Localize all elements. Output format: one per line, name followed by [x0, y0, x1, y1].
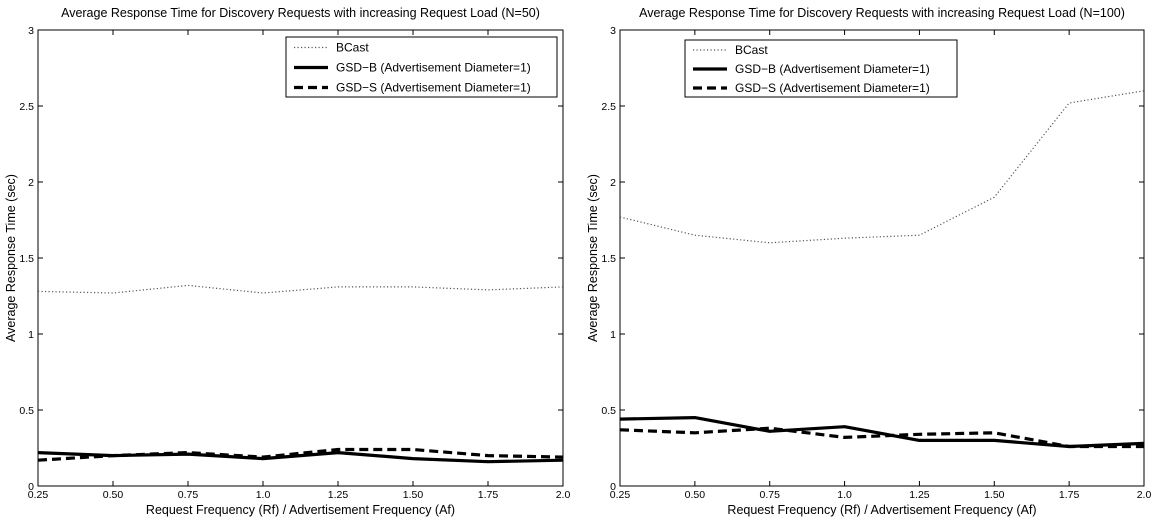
x-tick-label: 1.75	[478, 489, 499, 501]
y-tick-label: 2.5	[601, 101, 616, 113]
y-axis-label: Average Response Time (sec)	[586, 174, 600, 342]
series-line-dotted	[619, 90, 1145, 244]
y-tick-label: 2.5	[19, 101, 34, 113]
legend: BCast GSD−B (Advertisement Diameter=1) GSD…	[684, 39, 958, 98]
y-tick-label: 0	[28, 481, 34, 493]
y-tick-label: 1	[610, 329, 616, 341]
y-axis-label: Average Response Time (sec)	[4, 174, 18, 342]
y-tick-label: 2	[28, 177, 34, 189]
series-line-dashed	[37, 447, 564, 462]
x-axis-label: Request Frequency (Rf) / Advertisement F…	[727, 503, 1036, 517]
chart-n50: Average Response Time for Discovery Requ…	[4, 6, 571, 517]
x-tick-label: 1.0	[837, 489, 852, 501]
y-tick-label: 1.5	[19, 253, 34, 265]
chart-title: Average Response Time for Discovery Requ…	[61, 6, 540, 20]
x-tick-label: 0.50	[685, 489, 706, 501]
legend-frame	[684, 39, 958, 98]
series-line-dotted	[37, 284, 564, 294]
y-tick-label: 3	[28, 25, 34, 37]
x-tick-label: 0.50	[103, 489, 124, 501]
x-tick-label: 2.0	[556, 489, 571, 501]
legend-label: GSD−B (Advertisement Diameter=1)	[735, 62, 930, 76]
x-tick-label: 1.50	[984, 489, 1005, 501]
y-tick-label: 2	[610, 177, 616, 189]
legend-label: GSD−S (Advertisement Diameter=1)	[735, 81, 930, 95]
x-tick-label: 1.75	[1059, 489, 1080, 501]
y-tick-label: 0.5	[601, 405, 616, 417]
chart-n100: Average Response Time for Discovery Requ…	[586, 6, 1152, 517]
x-tick-label: 0.75	[178, 489, 199, 501]
series-line-dashed	[619, 426, 1144, 449]
legend-label: BCast	[336, 41, 369, 55]
chart-panel-left: Average Response Time for Discovery Requ…	[4, 6, 571, 517]
x-tick-label: 0.25	[610, 489, 631, 501]
legend-frame	[285, 36, 558, 98]
chart-title: Average Response Time for Discovery Requ…	[639, 6, 1125, 20]
plot-area-frame	[37, 29, 564, 487]
y-tick-label: 0.5	[19, 405, 34, 417]
x-tick-label: 1.50	[403, 489, 424, 501]
x-tick-label: 0.75	[759, 489, 780, 501]
x-tick-label: 1.25	[328, 489, 349, 501]
y-tick-label: 1.5	[601, 253, 616, 265]
y-tick-label: 1	[28, 329, 34, 341]
legend-label: GSD−B (Advertisement Diameter=1)	[336, 61, 531, 75]
legend: BCast GSD−B (Advertisement Diameter=1) GSD…	[285, 36, 558, 98]
y-tick-label: 3	[610, 25, 616, 37]
chart-panel-right: Average Response Time for Discovery Requ…	[582, 0, 1164, 532]
x-tick-label: 1.25	[909, 489, 930, 501]
x-tick-label: 0.25	[28, 489, 49, 501]
x-tick-label: 2.0	[1137, 489, 1152, 501]
y-tick-label: 0	[610, 481, 616, 493]
legend-label: BCast	[735, 43, 768, 57]
x-axis-label: Request Frequency (Rf) / Advertisement F…	[146, 503, 455, 517]
legend-label: GSD−S (Advertisement Diameter=1)	[336, 81, 531, 95]
x-tick-label: 1.0	[256, 489, 271, 501]
